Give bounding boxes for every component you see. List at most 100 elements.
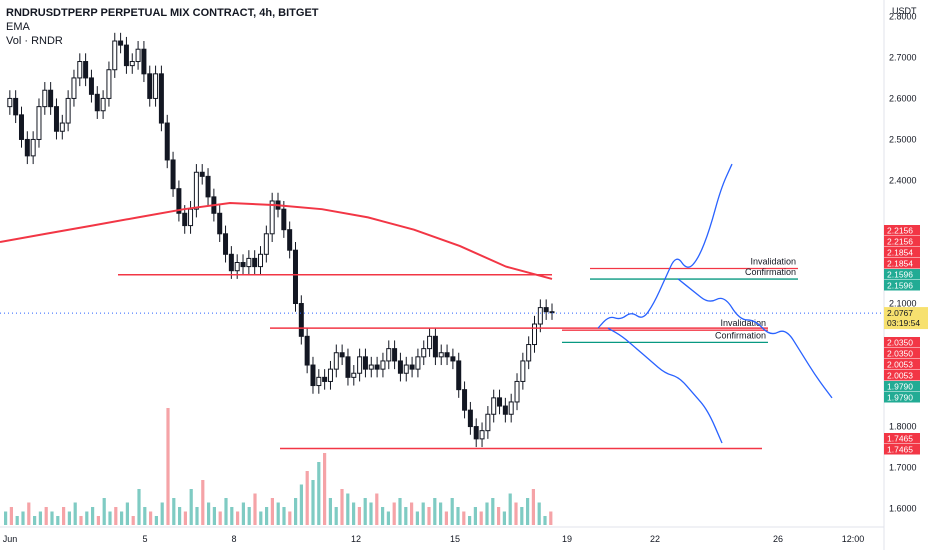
volume-bar — [21, 511, 25, 525]
volume-bar — [520, 507, 524, 525]
candle-body — [106, 69, 112, 99]
price-tag-label: 1.7465 — [887, 445, 913, 455]
volume-bar — [433, 498, 437, 525]
price-tag-bg — [884, 370, 920, 381]
volume-indicator-label[interactable]: Vol · RNDR — [6, 35, 63, 47]
candle-body — [380, 360, 386, 370]
candle-body — [234, 262, 240, 272]
candle-body — [7, 97, 13, 108]
candle-body — [298, 303, 304, 337]
volume-bar — [33, 516, 37, 525]
candle-body — [118, 40, 124, 46]
price-tick-label: 2.7000 — [889, 52, 917, 62]
volume-bar — [73, 502, 77, 525]
volume-bar — [282, 507, 286, 525]
price-tick-label: 2.6000 — [889, 93, 917, 103]
volume-bar — [346, 493, 350, 525]
volume-bar — [236, 511, 240, 525]
volume-bar — [439, 502, 443, 525]
price-axis-currency: USDT — [892, 6, 917, 16]
symbol-title[interactable]: RNDRUSDTPERP PERPETUAL MIX CONTRACT, 4h,… — [6, 7, 319, 19]
volume-bar — [497, 507, 501, 525]
price-tag-bg — [884, 225, 920, 236]
volume-bar — [201, 480, 205, 525]
volume-bar — [259, 511, 263, 525]
ema-layer — [0, 202, 553, 280]
price-tag-bg — [884, 280, 920, 291]
candle-body — [77, 61, 83, 79]
volume-bar — [305, 471, 309, 525]
volume-bar — [27, 502, 31, 525]
volume-bar — [485, 502, 489, 525]
volume-bar — [131, 516, 135, 525]
candle-body — [415, 356, 421, 370]
volume-bar — [514, 502, 518, 525]
price-tag-bg — [884, 258, 920, 269]
volume-bar — [224, 498, 228, 525]
volume-bar — [149, 511, 153, 525]
candle-body — [88, 77, 94, 95]
volume-bar — [154, 516, 158, 525]
price-tag-label: 1.7465 — [887, 434, 913, 444]
candle-body — [252, 257, 258, 268]
price-tick-label: 1.7000 — [889, 463, 917, 473]
ema-indicator-label[interactable]: EMA — [6, 21, 30, 33]
time-tick-label: 8 — [231, 534, 236, 544]
candle-body — [351, 372, 357, 378]
candle-body — [345, 356, 351, 378]
candle-body — [193, 171, 199, 210]
time-axis: Jun 5 8 12 15 19 22 26 12:00 — [0, 526, 884, 544]
price-tag-bg — [884, 269, 920, 280]
candle-body — [514, 380, 520, 403]
candle-body — [403, 364, 409, 374]
volume-bar — [427, 507, 431, 525]
volume-bar — [56, 516, 60, 525]
candle-body — [520, 360, 526, 382]
price-tag-bg — [884, 359, 920, 370]
candle-body — [322, 376, 328, 382]
volume-bar — [276, 502, 280, 525]
price-tag-label: 2.1596 — [887, 281, 913, 291]
volume-bar — [230, 507, 234, 525]
candle-body — [333, 352, 339, 370]
candle-body — [362, 356, 368, 370]
volume-bar — [50, 511, 54, 525]
volume-bar — [4, 511, 8, 525]
price-tag-label: 2.0350 — [887, 338, 913, 348]
candle-body — [176, 188, 182, 214]
candle-body — [217, 212, 223, 235]
volume-bar — [166, 408, 170, 525]
candle-body — [287, 229, 293, 251]
candle-body — [263, 233, 269, 255]
volume-bar — [363, 498, 367, 525]
price-tick-label: 2.1000 — [889, 299, 917, 309]
volume-bar — [62, 507, 66, 525]
price-tick-label: 2.4000 — [889, 175, 917, 185]
candle-body — [123, 44, 129, 67]
chart-legend: RNDRUSDTPERP PERPETUAL MIX CONTRACT, 4h,… — [6, 6, 319, 48]
volume-bar — [79, 516, 83, 525]
candle-body — [444, 352, 450, 358]
volume-bar — [120, 511, 124, 525]
time-tick-label: 12:00 — [842, 534, 865, 544]
candle-body — [83, 61, 89, 79]
candle-body — [36, 106, 42, 140]
candle-body — [147, 73, 153, 99]
volume-bar — [172, 498, 176, 525]
candle-body — [316, 376, 322, 387]
candle-body — [164, 122, 170, 161]
volume-bar — [537, 502, 541, 525]
candle-body — [42, 89, 48, 108]
price-tag-label: 2.2156 — [887, 226, 913, 236]
price-tag-bg — [884, 381, 920, 392]
candle-body — [129, 61, 135, 67]
volume-bar — [526, 498, 530, 525]
volume-bar — [479, 511, 483, 525]
volume-bar — [386, 511, 390, 525]
candle-body — [456, 360, 462, 391]
ema-line — [0, 202, 553, 280]
volume-bar — [137, 489, 141, 525]
volume-bar — [67, 511, 71, 525]
